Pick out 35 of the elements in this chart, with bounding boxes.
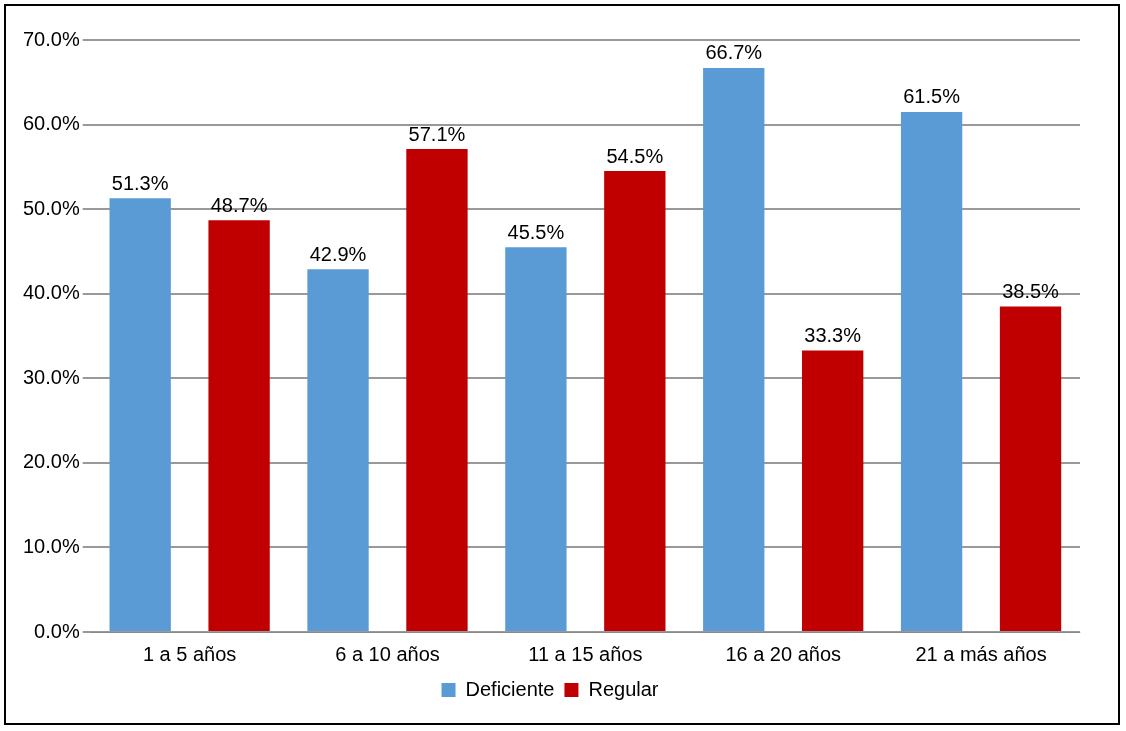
bar xyxy=(999,306,1062,631)
y-tick-label: 10.0% xyxy=(22,534,80,557)
data-label: 38.5% xyxy=(1002,279,1060,302)
data-label: 57.1% xyxy=(408,122,466,145)
data-label: 54.5% xyxy=(606,144,664,167)
bar xyxy=(505,247,567,631)
x-tick-label: 6 a 10 años xyxy=(335,642,440,665)
data-label: 48.7% xyxy=(210,193,268,216)
x-tick-label: 1 a 5 años xyxy=(142,642,237,665)
bar xyxy=(900,111,963,631)
bar xyxy=(208,220,270,631)
bar xyxy=(406,149,468,631)
y-tick-label: 40.0% xyxy=(22,281,80,304)
legend-label: Regular xyxy=(588,677,659,700)
y-tick-label: 50.0% xyxy=(22,196,80,219)
bar xyxy=(307,269,369,631)
y-tick-label: 30.0% xyxy=(22,365,80,388)
y-tick-label: 60.0% xyxy=(22,112,80,135)
y-tick-label: 70.0% xyxy=(22,27,80,50)
bar xyxy=(703,67,765,631)
x-tick-label: 21 a más años xyxy=(915,642,1047,665)
data-label: 61.5% xyxy=(903,85,961,108)
bar xyxy=(604,171,666,631)
data-label: 45.5% xyxy=(507,220,565,243)
bar xyxy=(109,198,171,631)
bar xyxy=(802,350,864,631)
y-tick-label: 20.0% xyxy=(22,450,80,473)
legend-label: Deficiente xyxy=(465,677,555,700)
data-label: 66.7% xyxy=(705,41,763,64)
data-label: 42.9% xyxy=(309,242,367,265)
x-tick-label: 16 a 20 años xyxy=(725,642,842,665)
x-tick-label: 11 a 15 años xyxy=(528,642,643,665)
y-tick-label: 0.0% xyxy=(34,619,80,642)
data-label: 33.3% xyxy=(804,323,862,346)
data-label: 51.3% xyxy=(111,171,169,194)
